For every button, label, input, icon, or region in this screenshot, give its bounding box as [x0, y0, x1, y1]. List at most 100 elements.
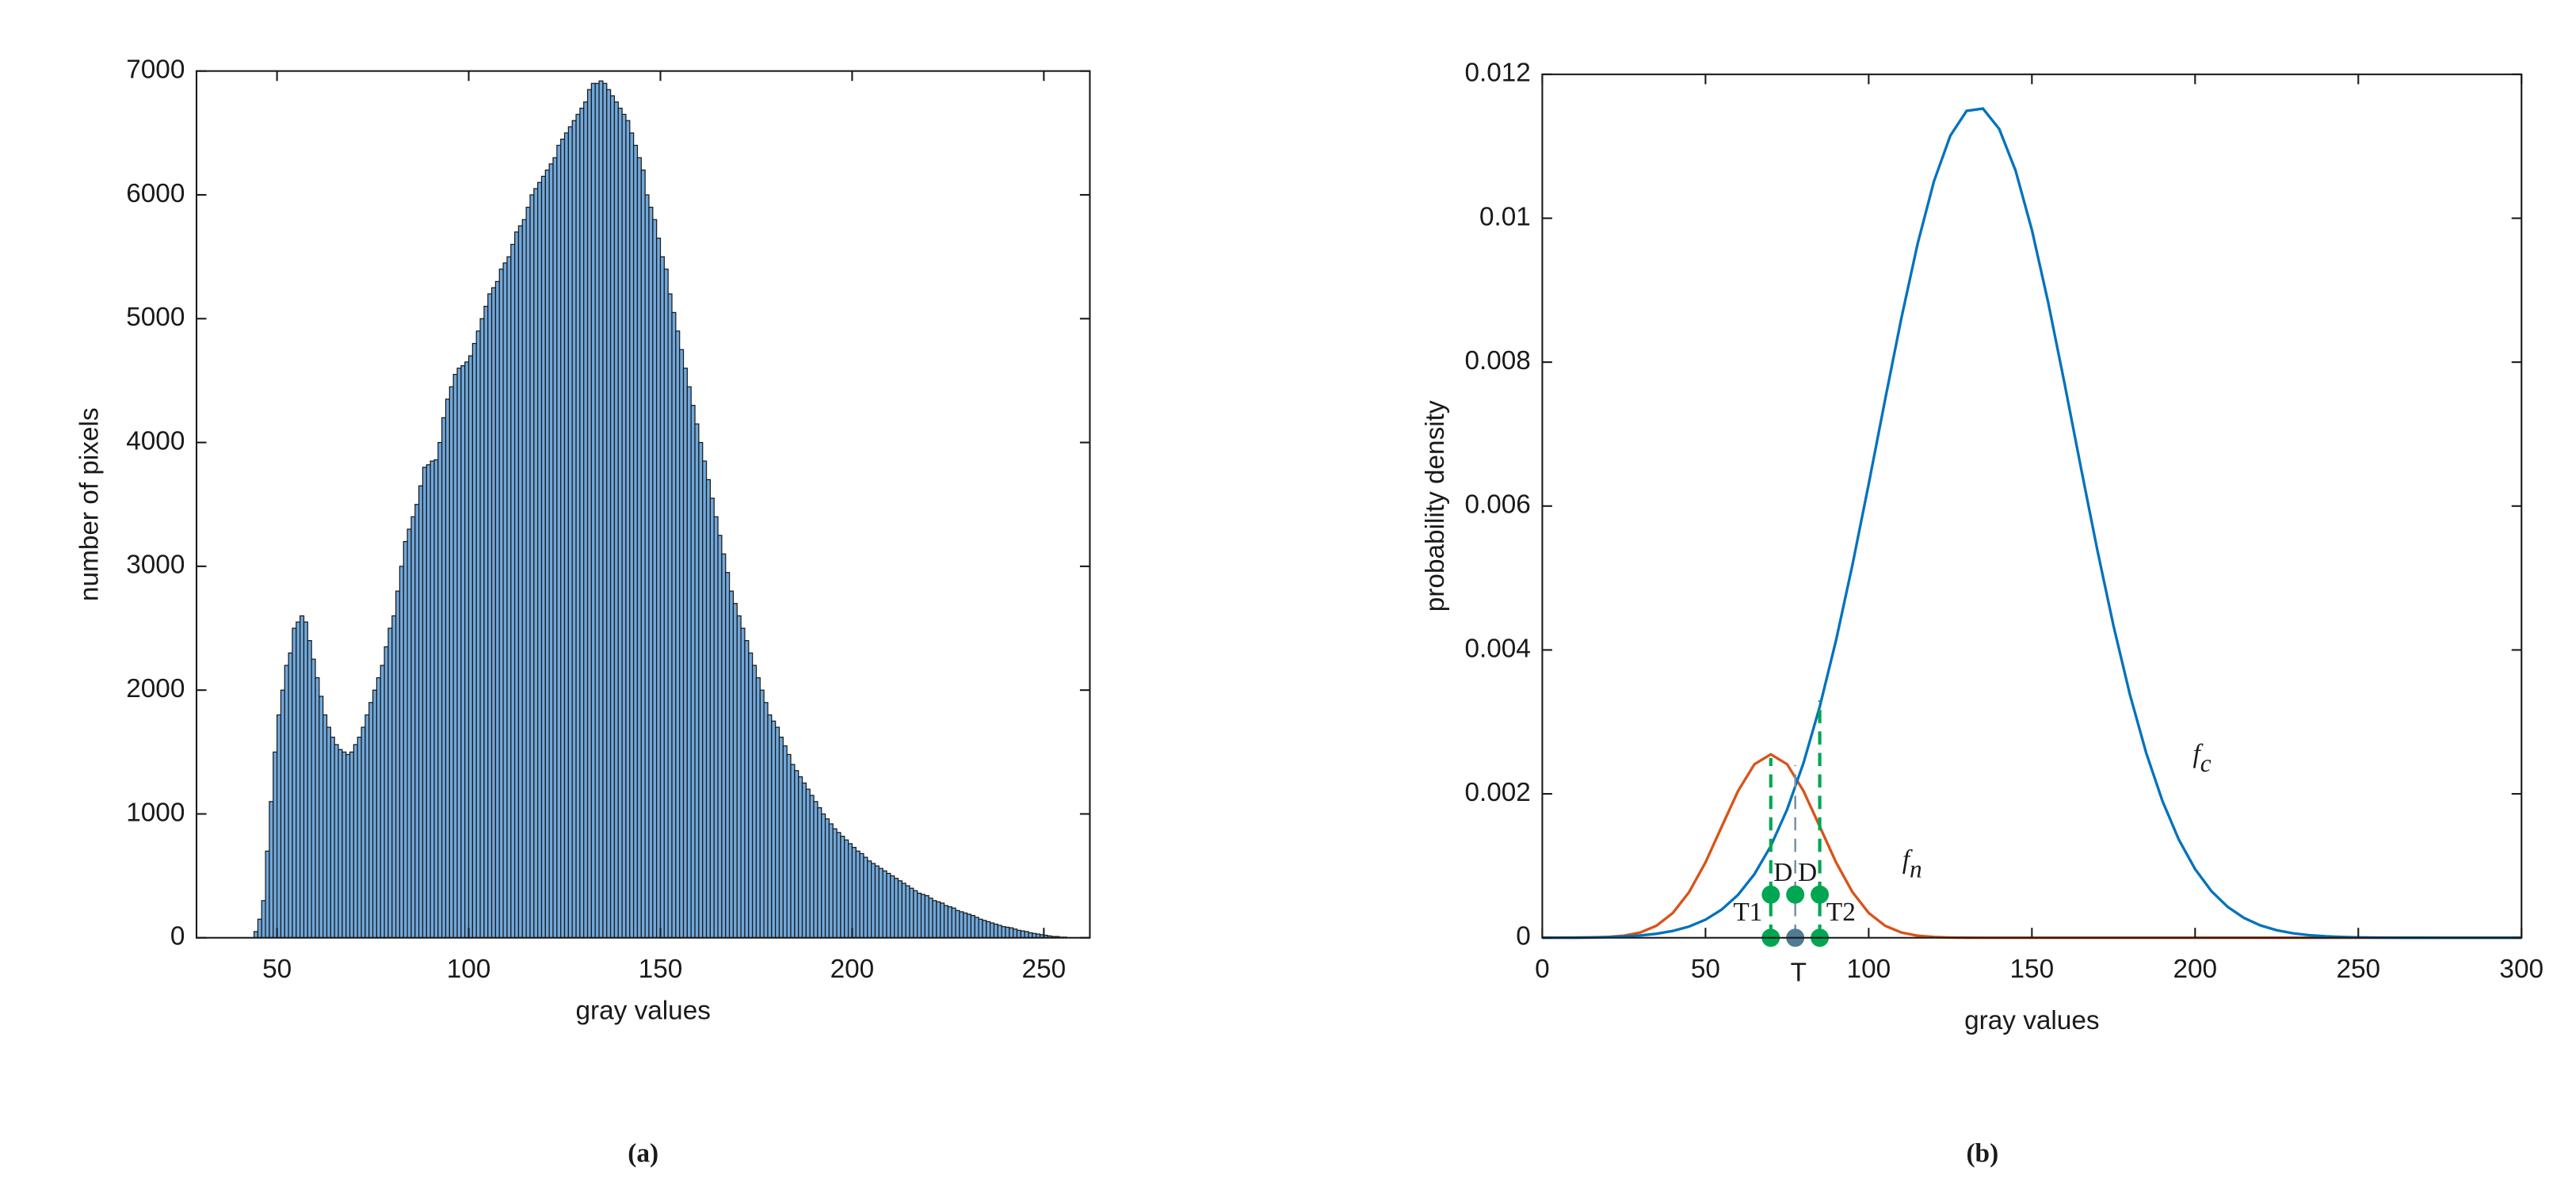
y-tick-label: 2000: [126, 674, 185, 703]
bar: [694, 423, 700, 939]
bar: [590, 82, 596, 939]
x-tick-label: 250: [2336, 955, 2380, 984]
y-axis-label: probability density: [1421, 400, 1450, 612]
bar: [613, 101, 619, 939]
interval-label: D: [1773, 858, 1792, 887]
bar: [993, 923, 998, 939]
bar: [878, 867, 883, 939]
bar: [506, 256, 512, 939]
bar: [840, 835, 845, 939]
bar: [775, 726, 780, 939]
bar: [901, 883, 906, 939]
bar: [529, 194, 535, 939]
bar: [836, 832, 841, 939]
caption: (a): [628, 1138, 658, 1168]
bar: [851, 847, 857, 939]
bar: [429, 460, 435, 939]
y-tick-label: 1000: [126, 798, 185, 827]
bar: [556, 144, 562, 939]
bar: [403, 540, 408, 939]
y-tick-label: 0.006: [1464, 490, 1530, 520]
bar: [586, 89, 593, 939]
bar: [464, 361, 470, 939]
bar: [334, 744, 339, 939]
bar: [384, 646, 389, 939]
bar: [870, 863, 876, 939]
bar: [629, 132, 635, 939]
bar: [357, 736, 362, 939]
bar: [786, 753, 792, 939]
bar: [625, 120, 631, 939]
bar: [648, 206, 654, 939]
x-tick-label: 100: [1847, 955, 1891, 984]
bar: [1009, 927, 1014, 939]
bar: [452, 373, 458, 939]
bar: [771, 720, 777, 939]
bar: [798, 776, 803, 939]
y-tick-label: 4000: [126, 426, 185, 456]
bar: [609, 95, 616, 939]
bar: [963, 912, 968, 939]
bar: [391, 615, 397, 939]
bar: [315, 677, 320, 939]
x-tick-label: 200: [830, 955, 875, 984]
bar: [418, 485, 424, 939]
bar: [533, 188, 539, 939]
bar: [759, 689, 765, 939]
bar: [544, 170, 550, 939]
bar: [441, 417, 447, 939]
bar: [326, 726, 331, 939]
bar: [571, 120, 577, 939]
bar: [744, 640, 750, 939]
bar: [890, 875, 895, 939]
bar: [342, 751, 347, 939]
bar: [349, 751, 355, 939]
interval-label: D: [1798, 858, 1817, 887]
threshold-label: T1: [1733, 898, 1762, 927]
bar: [659, 256, 665, 939]
bar: [594, 82, 600, 939]
bar: [821, 813, 826, 939]
x-tick-label: 50: [262, 955, 292, 984]
bar: [1005, 926, 1010, 939]
bar: [886, 872, 891, 939]
bar: [319, 696, 324, 939]
bar: [920, 894, 925, 939]
bar: [307, 640, 312, 939]
x-axis-label: gray values: [1964, 1006, 2099, 1035]
bar: [943, 905, 949, 939]
bar: [479, 318, 485, 939]
bar: [970, 914, 975, 939]
bar: [261, 900, 266, 939]
bar: [859, 852, 864, 939]
bar: [552, 157, 558, 939]
bar: [882, 870, 887, 939]
bar: [414, 504, 420, 939]
bar: [483, 306, 489, 939]
bar: [471, 342, 477, 939]
bar: [380, 665, 385, 939]
bar: [422, 467, 427, 939]
y-tick-label: 7000: [126, 55, 185, 84]
bar: [548, 163, 554, 939]
bar: [467, 355, 474, 939]
axes-box: [1541, 73, 2523, 939]
bar: [353, 744, 358, 939]
bar: [682, 368, 688, 939]
y-tick-label: 0.012: [1464, 59, 1530, 88]
bar: [740, 627, 746, 939]
bar: [824, 818, 830, 939]
bar: [805, 788, 811, 939]
bar: [832, 828, 838, 939]
x-tick-label: 0: [1535, 955, 1550, 984]
bar: [345, 753, 351, 939]
bar: [330, 736, 335, 939]
bar: [924, 894, 929, 939]
bar: [905, 885, 910, 939]
bar: [966, 913, 972, 939]
line-series: [1542, 753, 2522, 940]
bar: [525, 206, 531, 939]
bar: [322, 714, 328, 939]
bar: [490, 287, 497, 939]
bar: [1013, 928, 1018, 939]
